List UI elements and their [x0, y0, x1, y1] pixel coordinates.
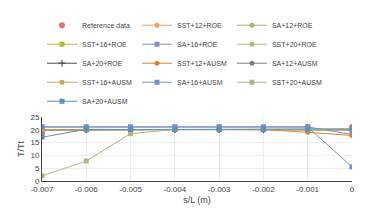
svg-text:-0.005: -0.005	[119, 185, 142, 194]
svg-text:15: 15	[30, 138, 39, 147]
svg-text:SA+20+AUSM: SA+20+AUSM	[82, 98, 128, 105]
svg-text:SA+16+ROE: SA+16+ROE	[177, 41, 218, 48]
svg-text:-0.004: -0.004	[164, 185, 187, 194]
svg-text:-0.003: -0.003	[208, 185, 231, 194]
svg-text:10: 10	[30, 151, 39, 160]
svg-text:T/Tt: T/Tt	[16, 141, 26, 157]
svg-text:5: 5	[35, 164, 40, 173]
svg-text:25: 25	[30, 113, 39, 122]
svg-text:-0.006: -0.006	[75, 185, 98, 194]
svg-text:0: 0	[35, 177, 40, 186]
svg-text:SST+12+ROE: SST+12+ROE	[177, 22, 222, 29]
svg-text:0: 0	[350, 185, 355, 194]
svg-text:SST+20+ROE: SST+20+ROE	[272, 41, 317, 48]
svg-text:SST+16+AUSM: SST+16+AUSM	[82, 79, 132, 86]
svg-text:s/L (m): s/L (m)	[183, 195, 211, 205]
svg-text:Reference data: Reference data	[82, 22, 130, 29]
svg-text:-0.007: -0.007	[31, 185, 54, 194]
svg-text:SST+12+AUSM: SST+12+AUSM	[177, 60, 227, 67]
svg-text:20: 20	[30, 126, 39, 135]
svg-text:SST+20+AUSM: SST+20+AUSM	[272, 79, 322, 86]
svg-text:-0.001: -0.001	[296, 185, 319, 194]
svg-text:SA+16+AUSM: SA+16+AUSM	[177, 79, 223, 86]
svg-text:SA+12+ROE: SA+12+ROE	[272, 22, 313, 29]
svg-text:SA+12+AUSM: SA+12+AUSM	[272, 60, 318, 67]
svg-text:-0.002: -0.002	[252, 185, 275, 194]
svg-text:SA+20+ROE: SA+20+ROE	[82, 60, 123, 67]
svg-text:SST+16+ROE: SST+16+ROE	[82, 41, 127, 48]
